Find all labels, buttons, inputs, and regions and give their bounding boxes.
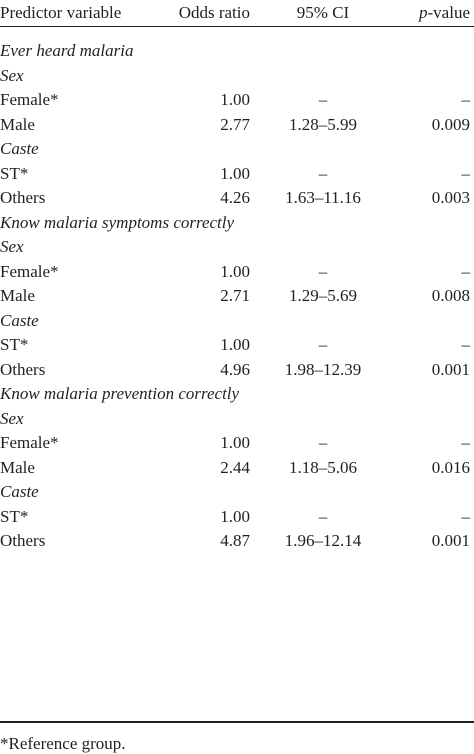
section-label: Know malaria prevention correctly (0, 384, 240, 403)
odds-ratio-cell: 1.00 (220, 335, 250, 354)
row-label: Others (0, 188, 46, 207)
p-value-cell: 0.003 (431, 188, 470, 207)
p-value-cell: – (461, 506, 471, 526)
odds-ratio-cell: 4.96 (220, 359, 250, 379)
ci-cell: 1.18–5.06 (289, 457, 357, 477)
table-row: Others 4.96 1.98–12.39 0.001 (0, 359, 474, 381)
row-label: Male (0, 114, 35, 134)
table-row: ST* 1.00 – – (0, 334, 474, 356)
table-row: Female* 1.00 – – (0, 261, 474, 283)
header-predictor: Predictor variable (0, 3, 122, 22)
group-heading: Caste (0, 138, 474, 160)
group-label: Sex (0, 65, 24, 85)
p-value-cell: 0.009 (431, 114, 470, 134)
header-ci: 95% CI (296, 3, 350, 22)
ci-cell: – (318, 90, 328, 109)
odds-ratio-cell: 1.00 (220, 261, 250, 281)
p-value-cell: – (461, 335, 471, 354)
ci-cell: – (318, 433, 328, 452)
group-label: Caste (0, 310, 39, 330)
row-label: Female* (0, 261, 59, 281)
group-heading: Caste (0, 310, 474, 332)
row-label: ST* (0, 163, 29, 183)
p-value-cell: 0.008 (431, 286, 470, 305)
row-label: ST* (0, 506, 29, 526)
group-label: Caste (0, 482, 39, 501)
odds-ratio-cell: 4.26 (220, 188, 250, 207)
group-heading: Sex (0, 408, 474, 430)
odds-ratio-cell: 1.00 (220, 506, 250, 526)
table-row: ST* 1.00 – – (0, 506, 474, 528)
group-label: Sex (0, 408, 24, 428)
p-value-cell: 0.016 (431, 457, 470, 477)
row-label: Female* (0, 433, 59, 452)
p-value-cell: – (461, 90, 471, 109)
section-label: Ever heard malaria (0, 41, 134, 60)
table-row: Others 4.87 1.96–12.14 0.001 (0, 530, 474, 552)
table-row: Male 2.44 1.18–5.06 0.016 (0, 457, 474, 479)
table-row: Male 2.71 1.29–5.69 0.008 (0, 285, 474, 307)
group-label: Caste (0, 139, 39, 158)
row-label: Male (0, 457, 35, 477)
table-row: ST* 1.00 – – (0, 163, 474, 185)
group-heading: Sex (0, 236, 474, 258)
ci-cell: 1.63–11.16 (285, 188, 361, 207)
table-bottom-rule (0, 721, 474, 723)
table-footnote: *Reference group. (0, 734, 126, 753)
table-row: Female* 1.00 – – (0, 89, 474, 111)
table-row: Male 2.77 1.28–5.99 0.009 (0, 114, 474, 136)
row-label: ST* (0, 335, 29, 354)
odds-ratio-cell: 1.00 (220, 433, 250, 452)
group-label: Sex (0, 237, 24, 256)
ci-cell: 1.98–12.39 (284, 359, 362, 379)
section-heading: Know malaria symptoms correctly (0, 212, 474, 234)
odds-ratio-cell: 1.00 (220, 163, 250, 183)
odds-ratio-cell: 1.00 (220, 90, 250, 109)
ci-cell: 1.29–5.69 (289, 286, 357, 305)
header-odds-ratio: Odds ratio (178, 3, 250, 22)
table-row: Others 4.26 1.63–11.16 0.003 (0, 187, 474, 209)
ci-cell: – (318, 506, 328, 526)
p-value-cell: 0.001 (431, 359, 470, 379)
p-value-cell: – (461, 433, 471, 452)
odds-ratio-cell: 2.44 (220, 457, 250, 477)
table-row: Female* 1.00 – – (0, 432, 474, 454)
ci-cell: 1.28–5.99 (289, 114, 357, 134)
ci-cell: – (318, 261, 328, 281)
group-heading: Caste (0, 481, 474, 503)
section-heading: Ever heard malaria (0, 40, 474, 62)
section-label: Know malaria symptoms correctly (0, 212, 235, 232)
p-value-cell: – (461, 163, 471, 183)
section-heading: Know malaria prevention correctly (0, 383, 474, 405)
row-label: Male (0, 286, 35, 305)
group-heading: Sex (0, 65, 474, 87)
ci-cell: 1.96–12.14 (284, 531, 362, 550)
p-value-cell: – (461, 261, 471, 281)
header-rule (0, 26, 474, 27)
ci-cell: – (318, 163, 328, 183)
odds-ratio-cell: 4.87 (220, 531, 250, 550)
odds-ratio-cell: 2.71 (220, 286, 250, 305)
row-label: Others (0, 531, 46, 550)
table-header: Predictor variable Odds ratio 95% CI p-v… (0, 2, 474, 24)
header-p-value: p-value (419, 2, 470, 24)
header-p-italic: p (419, 3, 428, 22)
p-value-cell: 0.001 (431, 531, 470, 550)
ci-cell: – (318, 335, 328, 354)
row-label: Others (0, 359, 46, 379)
odds-ratio-cell: 2.77 (220, 114, 250, 134)
header-p-suffix: -value (427, 3, 470, 22)
row-label: Female* (0, 90, 59, 109)
